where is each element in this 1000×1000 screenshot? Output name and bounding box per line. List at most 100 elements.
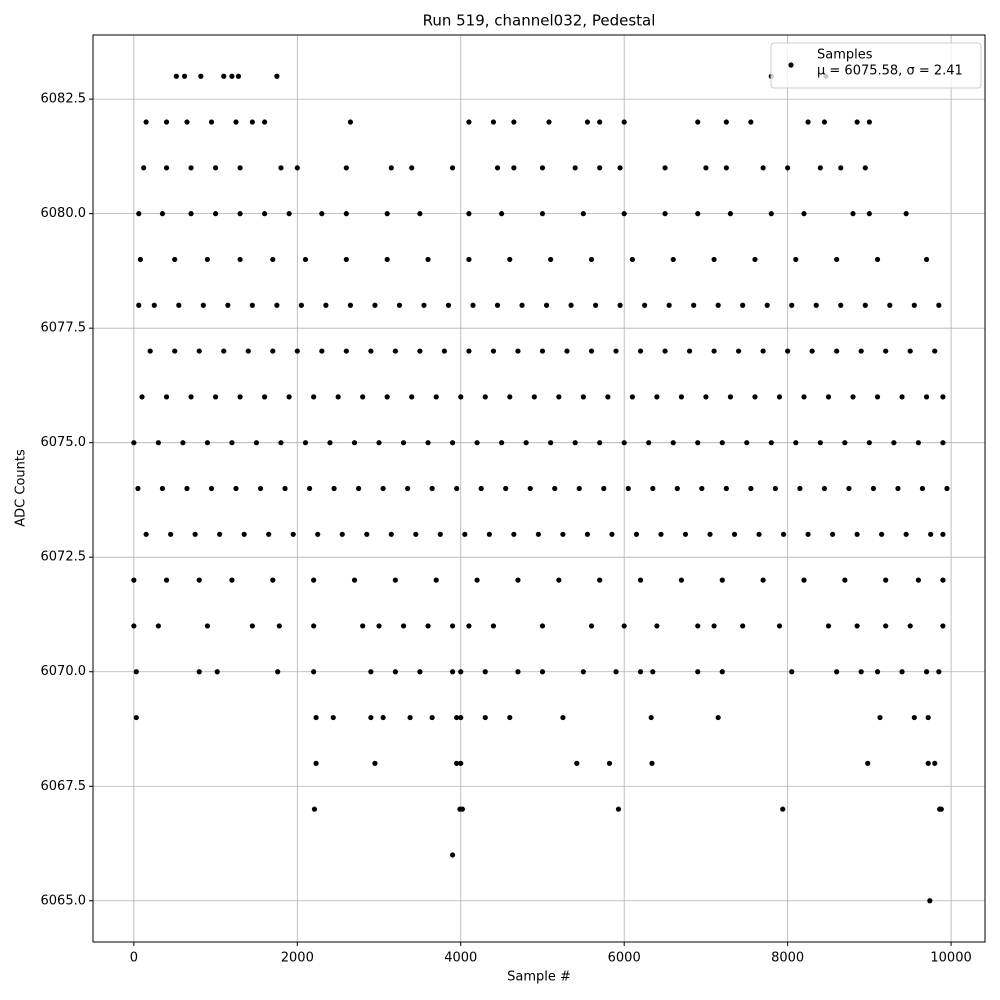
data-point xyxy=(380,714,386,721)
data-point xyxy=(376,623,382,629)
data-point xyxy=(499,440,505,446)
legend-label: Samples xyxy=(817,48,873,63)
data-point xyxy=(642,302,648,308)
data-point xyxy=(400,440,407,446)
data-point xyxy=(409,165,415,171)
data-point xyxy=(425,256,431,263)
data-point xyxy=(768,440,774,446)
data-point xyxy=(188,165,194,171)
data-point xyxy=(854,623,860,629)
data-point xyxy=(858,669,864,675)
data-point xyxy=(384,256,390,263)
data-point xyxy=(204,256,211,263)
data-point xyxy=(637,669,644,675)
data-point xyxy=(662,165,668,171)
data-point xyxy=(862,302,868,308)
data-point xyxy=(494,165,501,171)
data-point xyxy=(490,119,497,125)
data-point xyxy=(163,165,170,171)
data-point xyxy=(727,394,734,400)
chart-title: Run 519, channel032, Pedestal xyxy=(423,12,656,30)
data-point xyxy=(695,211,701,217)
data-point xyxy=(768,211,774,217)
data-point xyxy=(392,348,398,354)
data-point xyxy=(168,531,174,537)
data-point xyxy=(229,73,235,79)
data-point xyxy=(874,394,881,400)
data-point xyxy=(678,577,685,583)
data-point xyxy=(208,485,215,492)
data-point xyxy=(883,577,889,583)
data-point xyxy=(421,302,427,308)
data-point xyxy=(131,577,137,583)
data-point xyxy=(944,485,950,492)
data-point xyxy=(560,531,566,537)
data-point xyxy=(703,394,709,400)
data-point xyxy=(233,119,239,125)
data-point xyxy=(184,485,190,492)
data-point xyxy=(141,165,147,171)
data-point xyxy=(654,623,660,629)
y-tick-label: 6070.0 xyxy=(41,664,87,679)
data-point xyxy=(932,760,938,766)
data-point xyxy=(392,669,398,675)
data-point xyxy=(474,577,480,583)
points xyxy=(131,73,950,904)
data-point xyxy=(564,348,570,354)
data-point xyxy=(940,623,946,629)
data-point xyxy=(449,669,456,675)
data-point xyxy=(546,119,552,125)
x-tick-label: 6000 xyxy=(608,951,641,966)
data-point xyxy=(785,348,791,354)
data-point xyxy=(417,669,423,675)
data-point xyxy=(343,256,349,263)
data-point xyxy=(212,394,219,400)
data-point xyxy=(217,531,223,537)
data-point xyxy=(911,302,917,308)
data-point xyxy=(629,394,635,400)
data-point xyxy=(834,669,840,675)
data-point xyxy=(780,806,786,812)
data-point xyxy=(789,302,795,308)
data-point xyxy=(646,440,652,446)
data-point xyxy=(535,531,541,537)
data-point xyxy=(740,302,746,308)
data-point xyxy=(923,394,930,400)
legend-note: μ = 6075.58, σ = 2.41 xyxy=(817,64,963,79)
data-point xyxy=(899,669,905,675)
data-point xyxy=(850,211,856,217)
data-point xyxy=(429,485,435,492)
data-point xyxy=(388,165,394,171)
data-point xyxy=(877,714,883,721)
data-point xyxy=(727,211,734,217)
data-point xyxy=(445,302,452,308)
data-point xyxy=(527,485,533,492)
data-point xyxy=(805,119,811,125)
data-point xyxy=(915,577,921,583)
data-point xyxy=(214,669,220,675)
data-point xyxy=(588,256,595,263)
data-point xyxy=(347,119,354,125)
data-point xyxy=(903,211,909,217)
data-point xyxy=(339,531,345,537)
data-point xyxy=(147,348,153,354)
data-point xyxy=(805,531,811,537)
data-point xyxy=(459,806,465,812)
data-point xyxy=(196,669,202,675)
data-point xyxy=(842,577,848,583)
data-point xyxy=(780,531,787,537)
data-point xyxy=(703,165,709,171)
data-point xyxy=(266,531,272,537)
data-point xyxy=(311,577,317,583)
data-point xyxy=(539,348,546,354)
data-point xyxy=(539,669,546,675)
data-point xyxy=(413,531,419,537)
x-tick-label: 2000 xyxy=(281,951,314,966)
data-point xyxy=(319,348,325,354)
data-point xyxy=(347,302,354,308)
data-point xyxy=(494,302,501,308)
data-point xyxy=(278,440,284,446)
data-point xyxy=(597,440,603,446)
data-point xyxy=(441,348,448,354)
